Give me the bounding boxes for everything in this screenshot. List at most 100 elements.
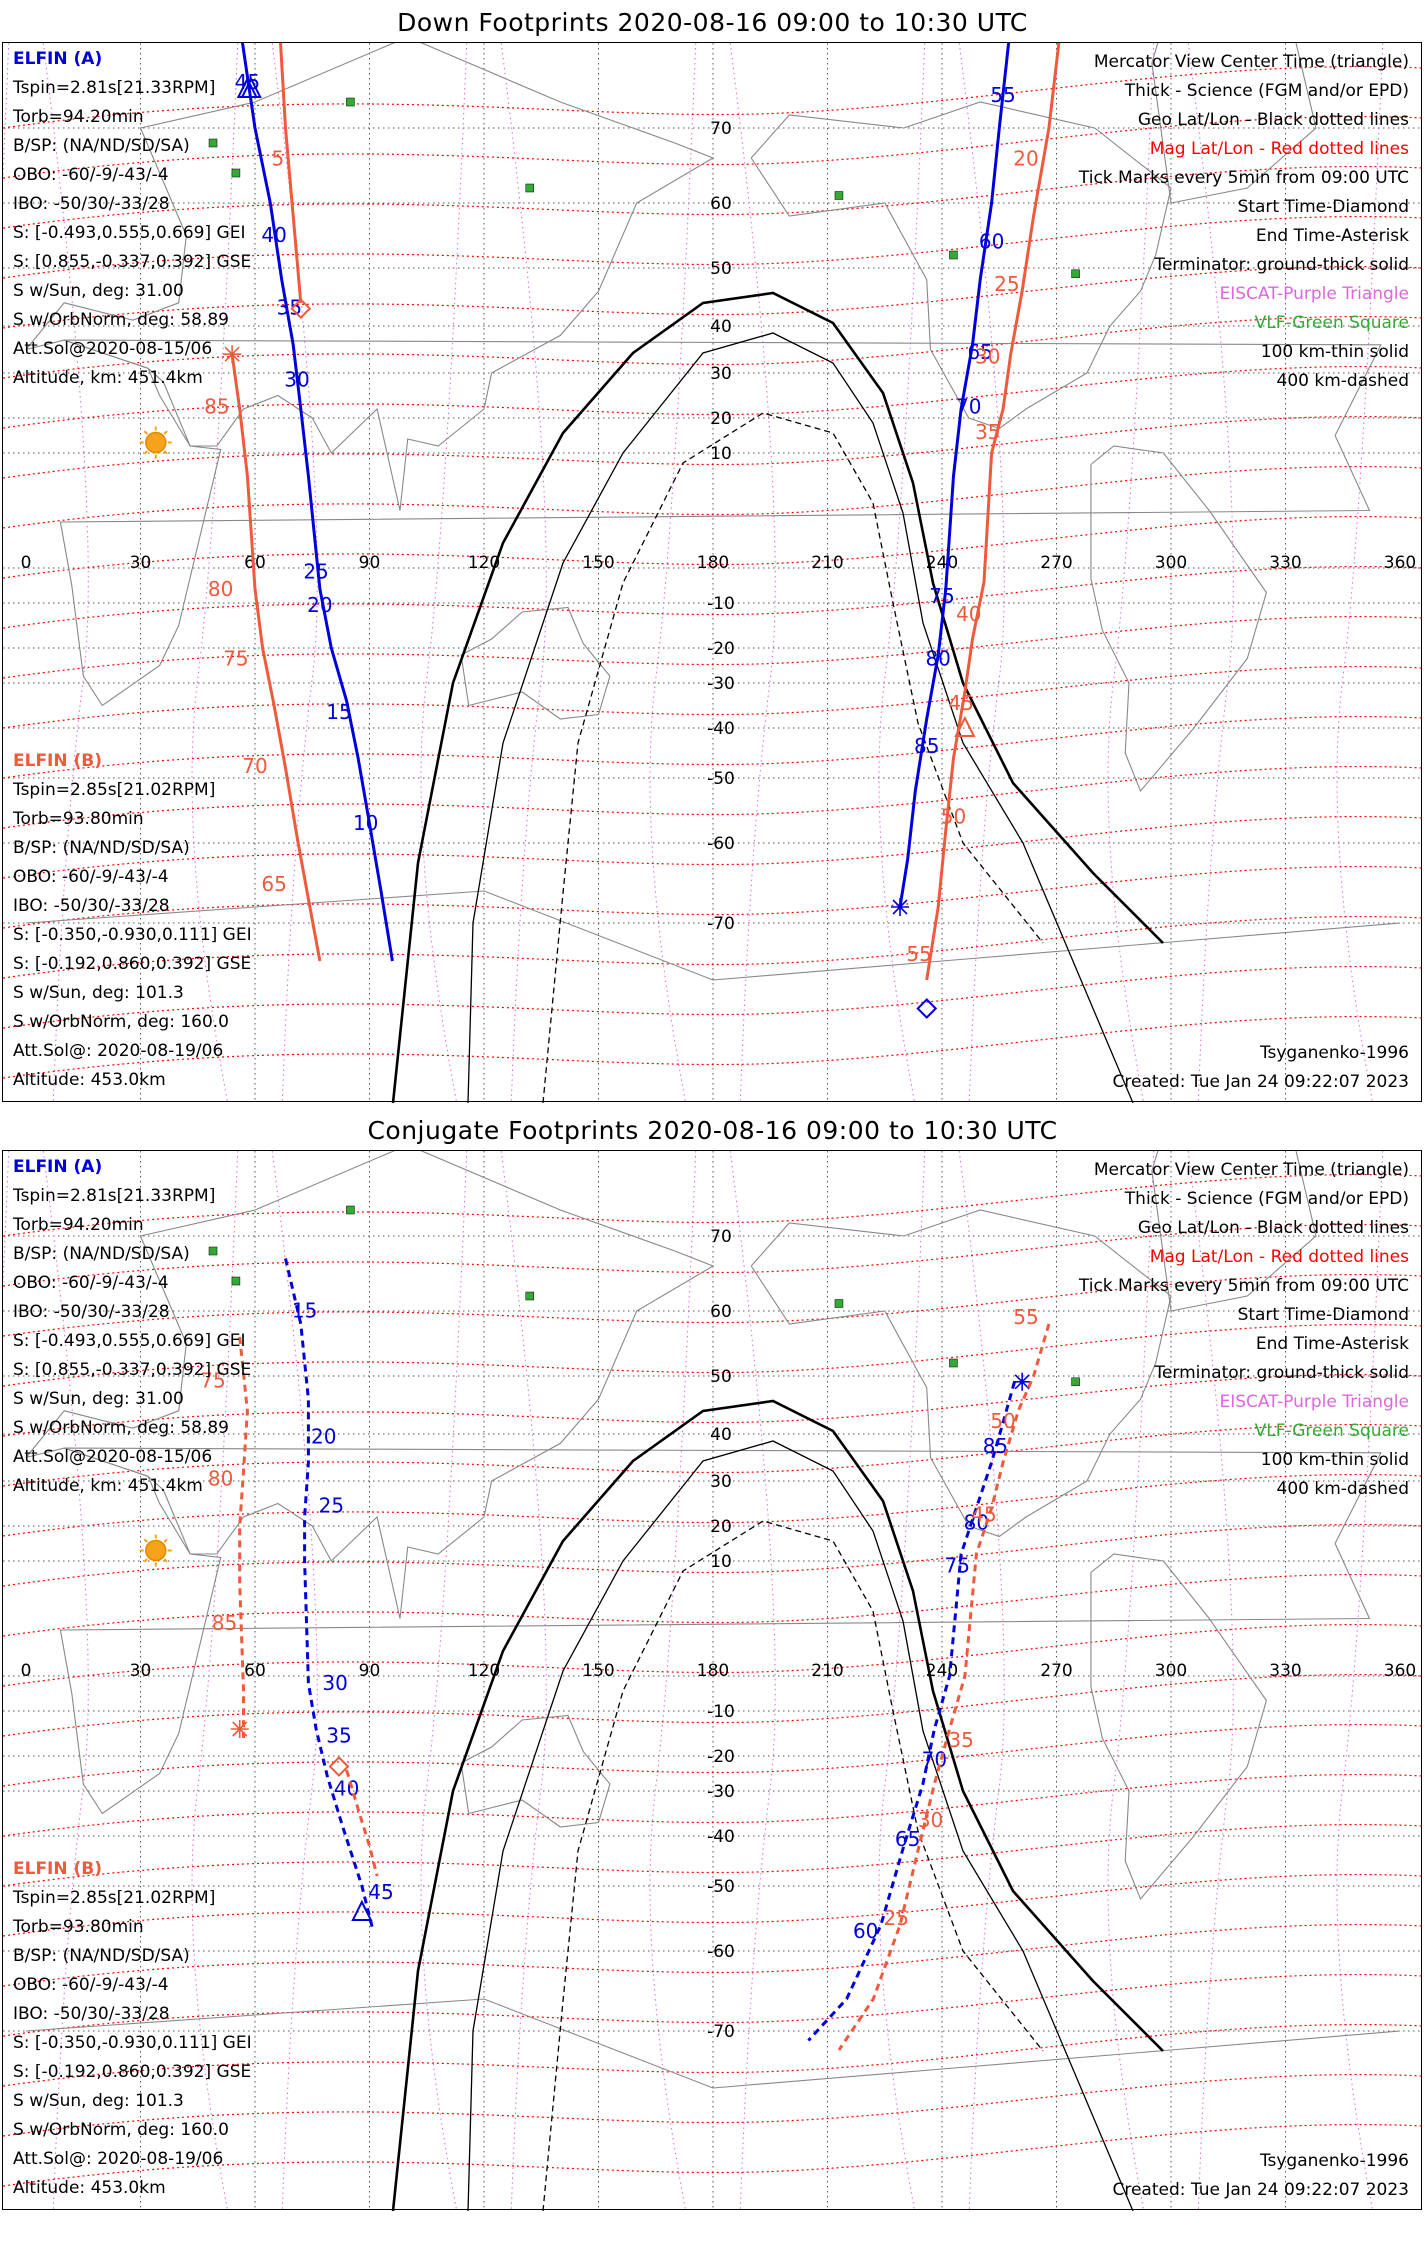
mag-parallel	[3, 1673, 1423, 1737]
sat-b-line: Att.Sol@: 2020-08-19/06	[13, 2149, 224, 2169]
sat-b-header: ELFIN (B)	[13, 1859, 103, 1879]
y-tick-label: 10	[710, 1552, 732, 1572]
sat-a-line: Torb=94.20min	[13, 107, 144, 127]
mag-parallel	[3, 1973, 1423, 2037]
y-tick-label: -50	[707, 1877, 735, 1897]
mag-parallel	[3, 765, 1423, 829]
end-marker	[891, 898, 910, 916]
tick-time-label: 15	[292, 1299, 317, 1323]
sun-ray	[163, 450, 168, 455]
sun-icon	[145, 1539, 167, 1562]
mag-parallel	[3, 715, 1423, 779]
mag-meridian	[649, 43, 697, 1103]
x-tick-label: 150	[582, 1661, 614, 1681]
mag-parallel	[3, 1723, 1423, 1787]
mag-parallel	[3, 1623, 1423, 1687]
vlf-square	[949, 1358, 958, 1368]
legend-entry: Geo Lat/Lon - Black dotted lines	[1137, 110, 1409, 130]
legend-entry: 100 km-thin solid	[1260, 1450, 1409, 1470]
mag-parallel	[3, 1823, 1423, 1887]
tick-time-label: 25	[319, 1494, 344, 1518]
coastline	[25, 43, 715, 511]
mag-parallel	[3, 1523, 1423, 1587]
legend-entry: VLF-Green Square	[1254, 1421, 1409, 1441]
y-tick-label: 50	[710, 1367, 732, 1387]
y-tick-label: 60	[710, 1302, 732, 1322]
tick-time-label: 80	[208, 1467, 233, 1491]
x-tick-label: 0	[21, 553, 32, 573]
tick-time-label: 30	[918, 1808, 943, 1832]
legend-entry: 100 km-thin solid	[1260, 342, 1409, 362]
mag-meridian	[1107, 43, 1155, 1103]
legend-entry: Mag Lat/Lon - Red dotted lines	[1149, 1247, 1409, 1267]
sat-b-line: Tspin=2.85s[21.02RPM]	[13, 1888, 216, 1908]
sat-b-line: S: [-0.192,0.860,0.392] GSE	[13, 2062, 252, 2082]
x-tick-label: 240	[926, 1661, 958, 1681]
mag-parallel	[3, 2023, 1423, 2087]
orbit-track	[240, 43, 394, 962]
sun-ray	[163, 430, 168, 435]
tick-time-label: 85	[914, 734, 939, 758]
y-tick-label: -30	[707, 1782, 735, 1802]
mag-meridian	[649, 1151, 697, 2211]
vlf-square	[1071, 269, 1080, 279]
tick-time-label: 75	[945, 1554, 970, 1578]
mag-parallel	[3, 1423, 1423, 1487]
mag-meridian	[729, 43, 776, 1103]
y-tick-label: 40	[710, 317, 732, 337]
tick-time-label: 85	[204, 395, 229, 419]
center-time-marker	[954, 715, 976, 737]
legend-down: Mercator View Center Time (triangle) Thi…	[1079, 48, 1409, 396]
mag-parallel	[3, 315, 1423, 379]
sat-b-line: Torb=93.80min	[13, 1917, 144, 1937]
sat-b-line: IBO: -50/30/-33/28	[13, 896, 170, 916]
legend-entry: Tick Marks every 5min from 09:00 UTC	[1078, 1276, 1409, 1296]
y-tick-label: 30	[710, 1472, 732, 1492]
vlf-square	[231, 1276, 241, 1286]
tick-time-label: 25	[303, 560, 328, 584]
x-tick-label: 180	[697, 553, 729, 573]
mag-meridian	[191, 1151, 239, 2211]
tick-time-label: 45	[368, 1880, 393, 1904]
x-tick-label: 240	[926, 553, 958, 573]
sat-b-line: IBO: -50/30/-33/28	[13, 2004, 170, 2024]
sat-a-line: S w/Sun, deg: 31.00	[13, 1389, 184, 1409]
tick-time-label: 50	[941, 805, 966, 829]
sat-a-line: S: [0.855,-0.337,0.392] GSE	[13, 252, 252, 272]
mag-meridian	[729, 1151, 776, 2211]
start-marker	[290, 298, 312, 320]
y-tick-label: -20	[707, 1747, 735, 1767]
tick-time-label: 65	[967, 340, 992, 364]
sat-a-info-down: ELFIN (A) Tspin=2.81s[21.33RPM] Torb=94.…	[13, 45, 251, 393]
vlf-square	[208, 138, 218, 148]
sat-b-line: B/SP: (NA/ND/SD/SA)	[13, 1946, 190, 1966]
tick-time-label: 30	[975, 345, 1000, 369]
orbit-track	[807, 1381, 1016, 2042]
terminator-100km	[467, 1440, 1134, 2211]
tick-time-label: 30	[284, 368, 309, 392]
coastline	[460, 1714, 611, 1828]
tick-time-label: 45	[971, 1503, 996, 1527]
terminator-ground	[391, 291, 1164, 1103]
x-tick-label: 300	[1155, 1661, 1187, 1681]
sat-a-line: Altitude, km: 451.4km	[13, 1476, 203, 1496]
coastline	[1151, 1151, 1317, 1312]
mag-parallel	[3, 115, 1423, 179]
tick-time-label: 55	[1013, 1305, 1038, 1329]
tick-time-label: 35	[326, 1724, 351, 1748]
sat-a-line: OBO: -60/-9/-43/-4	[13, 165, 169, 185]
legend-entry: EISCAT-Purple Triangle	[1219, 284, 1409, 304]
x-tick-label: 30	[130, 1661, 152, 1681]
tick-time-label: 65	[261, 872, 286, 896]
legend-entry: Mercator View Center Time (triangle)	[1093, 1160, 1409, 1180]
mag-parallel	[3, 665, 1423, 729]
tick-time-label: 55	[990, 83, 1015, 107]
tick-time-label: 55	[906, 942, 931, 966]
mag-meridian	[500, 43, 547, 1103]
tick-time-label: 70	[242, 754, 267, 778]
mag-meridian	[958, 43, 1005, 1103]
y-tick-label: -20	[707, 639, 735, 659]
sat-a-line: Att.Sol@2020-08-15/06	[13, 1447, 213, 1467]
sat-a-header: ELFIN (A)	[13, 1157, 103, 1177]
mag-parallel	[3, 615, 1423, 679]
